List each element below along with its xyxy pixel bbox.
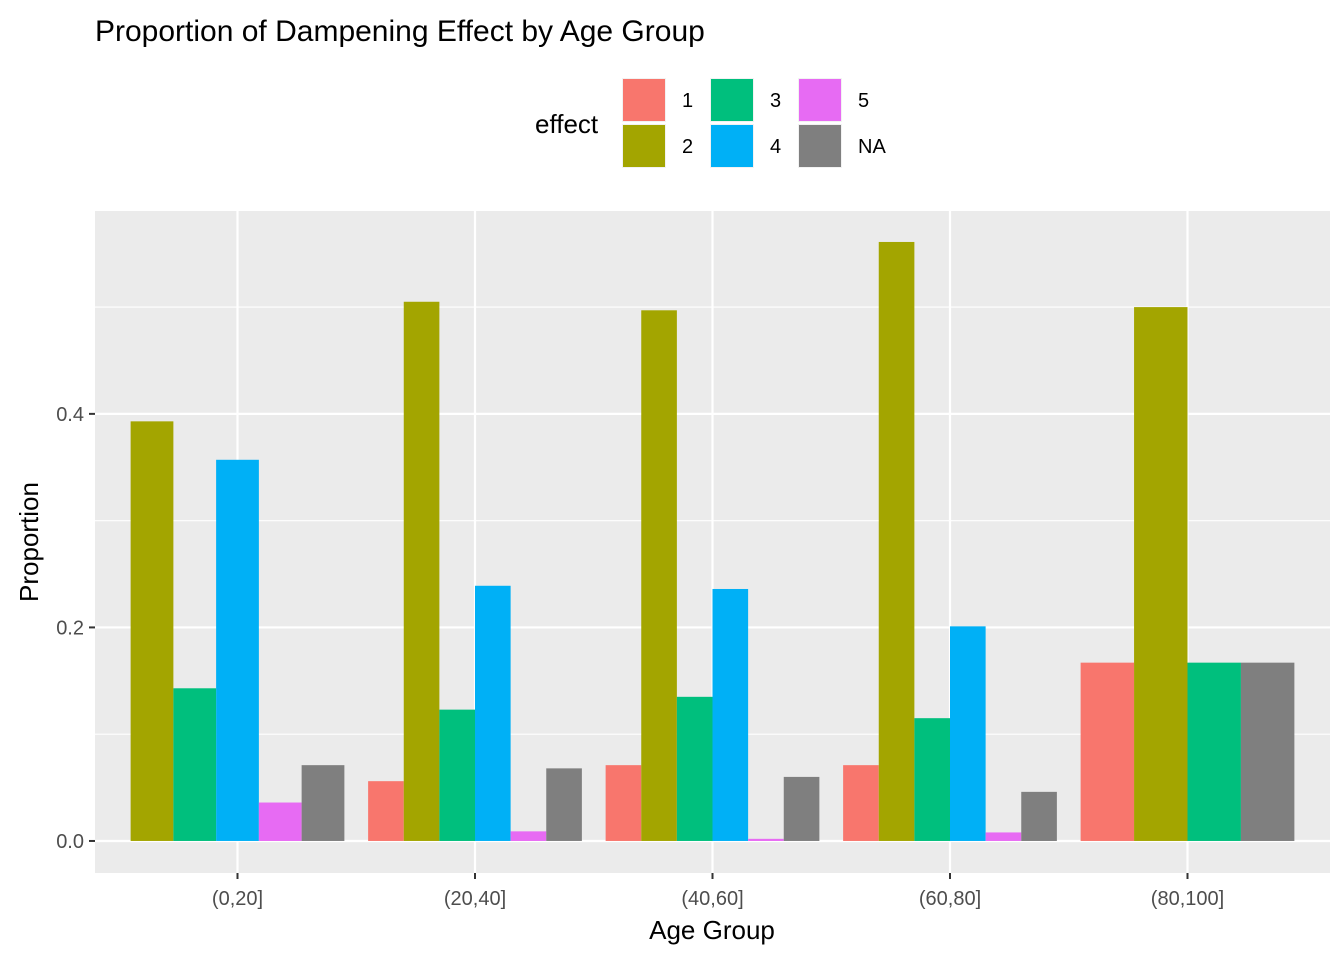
legend-item: 2 [622, 124, 693, 168]
bar [439, 709, 475, 841]
bar [258, 802, 302, 841]
bar [1187, 662, 1241, 841]
bar [1134, 307, 1188, 841]
bar [1021, 791, 1057, 841]
bar [914, 718, 950, 841]
bar [1240, 662, 1295, 841]
legend-label: 5 [858, 90, 869, 112]
x-tick-label: (0,20] [212, 888, 263, 910]
bar [546, 768, 582, 841]
bar [1080, 662, 1135, 841]
legend-swatch [799, 79, 841, 121]
y-axis: 0.0 0.2 0.4 [56, 404, 95, 853]
bar [403, 301, 440, 841]
bar [985, 832, 1022, 841]
bar [301, 765, 345, 841]
legend-swatch [623, 125, 665, 167]
bar [878, 241, 915, 841]
bar [748, 838, 784, 841]
bars [130, 241, 1295, 841]
legend-item: 5 [798, 78, 869, 122]
legend-swatch [711, 79, 753, 121]
chart-title: Proportion of Dampening Effect by Age Gr… [95, 15, 705, 48]
legend-swatch [623, 79, 665, 121]
y-tick-label: 0.4 [56, 404, 84, 426]
bar [676, 696, 713, 841]
legend-title: effect [535, 109, 599, 139]
legend-label: 2 [682, 136, 693, 158]
y-axis-title: Proportion [14, 482, 44, 602]
legend-item: 3 [710, 78, 781, 122]
legend-label: 1 [682, 90, 693, 112]
x-tick-label: (60,80] [919, 888, 981, 910]
bar [368, 781, 404, 841]
legend-label: NA [858, 136, 886, 158]
legend-item: 1 [622, 78, 693, 122]
bar [475, 585, 511, 841]
bar [641, 310, 677, 841]
x-axis: (0,20] (20,40] (40,60] (60,80] (80,100] [212, 873, 1224, 910]
x-axis-title: Age Group [649, 915, 775, 945]
bar [216, 459, 259, 841]
legend-swatch [711, 125, 753, 167]
legend-swatch [799, 125, 841, 167]
bar [510, 831, 547, 841]
y-tick-label: 0.0 [56, 831, 84, 853]
legend-item: NA [798, 124, 886, 168]
y-tick-label: 0.2 [56, 617, 84, 639]
bar [712, 588, 749, 841]
x-tick-label: (40,60] [681, 888, 743, 910]
x-tick-label: (20,40] [444, 888, 506, 910]
legend-label: 3 [770, 90, 781, 112]
x-tick-label: (80,100] [1151, 888, 1224, 910]
bar [173, 688, 217, 841]
bar [783, 776, 820, 841]
legend-item: 4 [710, 124, 781, 168]
bar [130, 421, 174, 841]
bar [843, 765, 879, 841]
bar [605, 765, 642, 841]
bar [950, 626, 986, 841]
legend-label: 4 [770, 136, 781, 158]
legend: effect 1 3 5 2 4 NA [535, 78, 886, 168]
